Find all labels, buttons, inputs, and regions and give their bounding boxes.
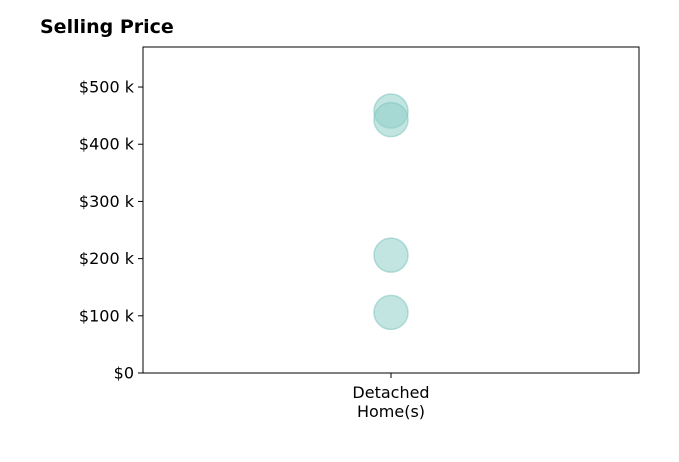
y-tick-label: $200 k bbox=[79, 249, 135, 268]
y-tick-label: $300 k bbox=[79, 192, 135, 211]
x-tick-label-line: Home(s) bbox=[357, 402, 425, 421]
chart-title: Selling Price bbox=[40, 16, 174, 38]
data-point bbox=[373, 294, 409, 331]
x-axis: Detached Home(s) bbox=[352, 373, 430, 421]
y-tick-label: $100 k bbox=[79, 306, 135, 325]
data-point bbox=[373, 237, 409, 273]
y-tick-label: $500 k bbox=[79, 78, 135, 97]
y-axis: $0 $100 k $200 k $300 k $400 k $500 k bbox=[79, 78, 143, 383]
x-tick-label: Detached Home(s) bbox=[352, 383, 429, 421]
y-tick-label: $400 k bbox=[79, 135, 135, 154]
x-tick-label-line: Detached bbox=[352, 383, 429, 402]
markers-layer bbox=[373, 93, 409, 331]
data-point bbox=[373, 101, 409, 138]
y-tick-label: $0 bbox=[114, 364, 134, 383]
